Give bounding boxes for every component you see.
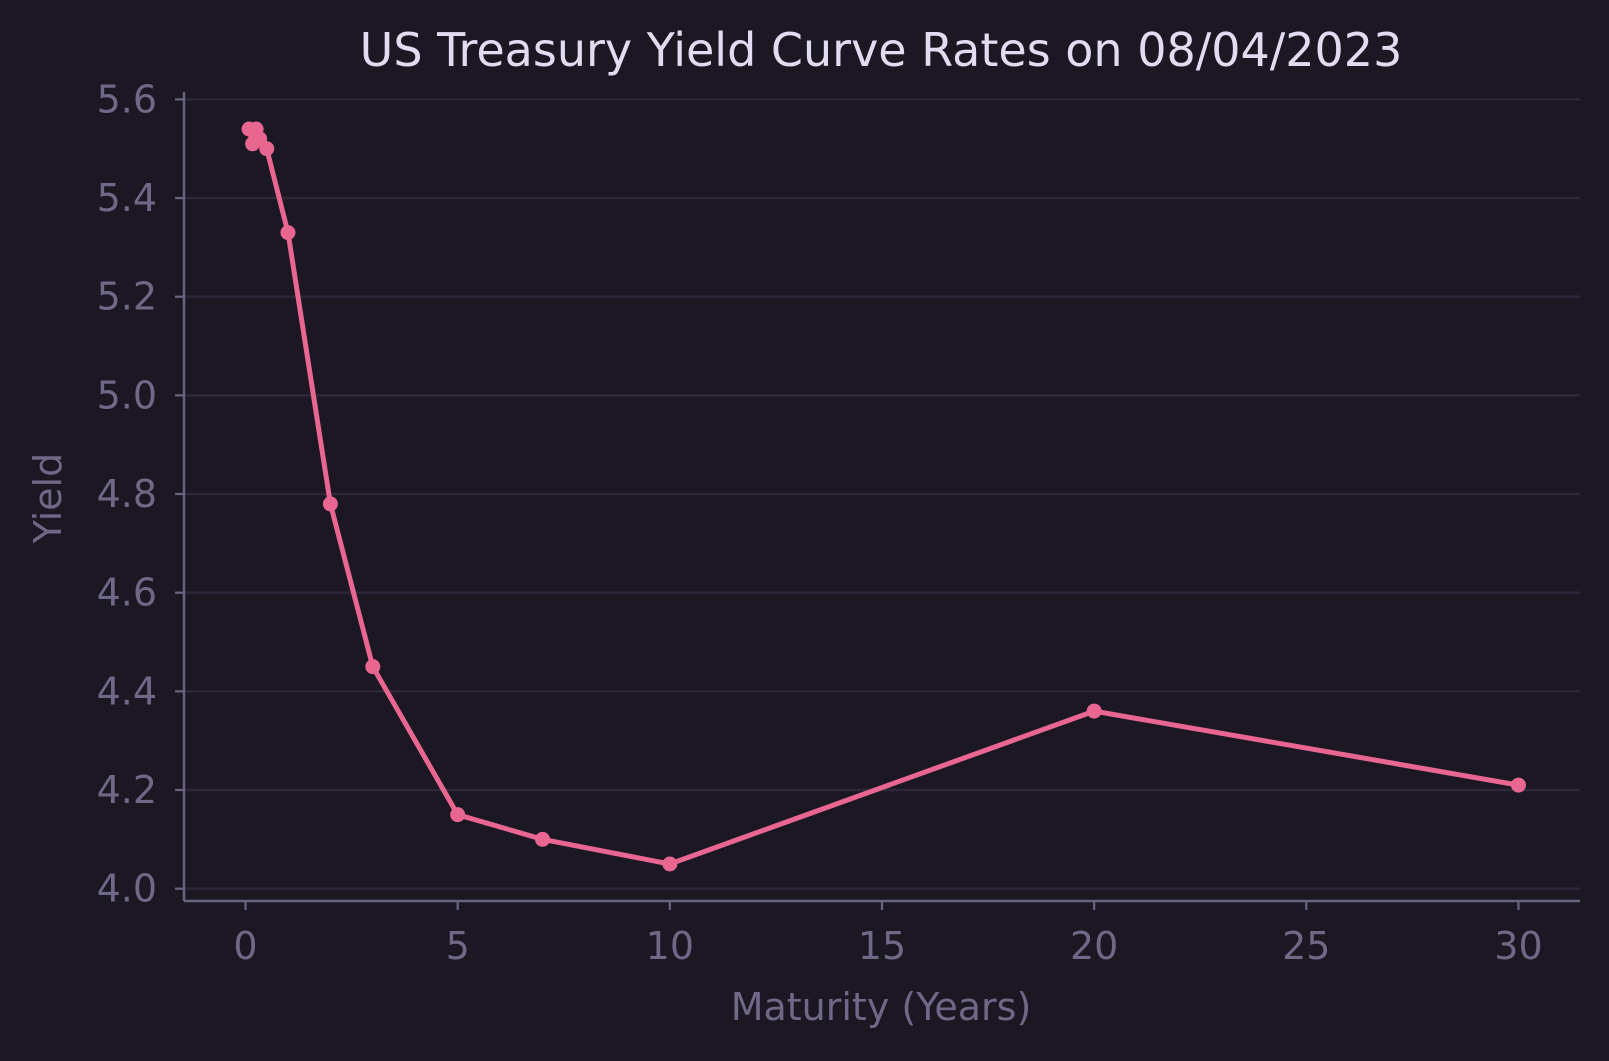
y-tick-label: 4.6: [97, 571, 157, 615]
x-tick-label: 15: [858, 924, 906, 968]
axes-layer: [182, 92, 1580, 903]
data-point: [1086, 703, 1102, 719]
y-tick-label: 4.2: [97, 768, 157, 812]
data-point: [322, 496, 338, 512]
y-tick-label: 4.8: [97, 472, 157, 516]
data-point: [365, 659, 381, 675]
y-axis-label: Yield: [26, 453, 70, 544]
y-tick-label: 5.4: [97, 176, 157, 220]
x-tick-label: 25: [1282, 924, 1330, 968]
data-point: [450, 807, 466, 823]
y-tick-label: 4.0: [97, 867, 157, 911]
y-tick-label: 5.2: [97, 275, 157, 319]
y-tick-label: 5.0: [97, 373, 157, 417]
y-tick-label: 5.6: [97, 77, 157, 121]
x-axis-label: Maturity (Years): [731, 985, 1032, 1029]
data-point: [535, 831, 551, 847]
data-point: [662, 856, 678, 872]
ticks-layer: 4.0 4.2 4.4 4.6 4.8 5.0 5.2 5.4 5.6 0 5 10 15 20 25 30: [97, 77, 1543, 968]
y-tick-label: 4.4: [97, 669, 157, 713]
series-layer: [241, 121, 1526, 872]
data-point: [280, 225, 296, 241]
data-point: [259, 141, 275, 157]
series-line: [246, 126, 1521, 867]
x-tick-label: 0: [233, 924, 257, 968]
chart-title: US Treasury Yield Curve Rates on 08/04/2…: [360, 23, 1403, 77]
grid-layer: [184, 98, 1580, 890]
x-tick-label: 20: [1070, 924, 1118, 968]
x-tick-label: 30: [1494, 924, 1542, 968]
x-tick-label: 10: [646, 924, 694, 968]
data-point: [1510, 777, 1526, 793]
x-tick-label: 5: [446, 924, 470, 968]
